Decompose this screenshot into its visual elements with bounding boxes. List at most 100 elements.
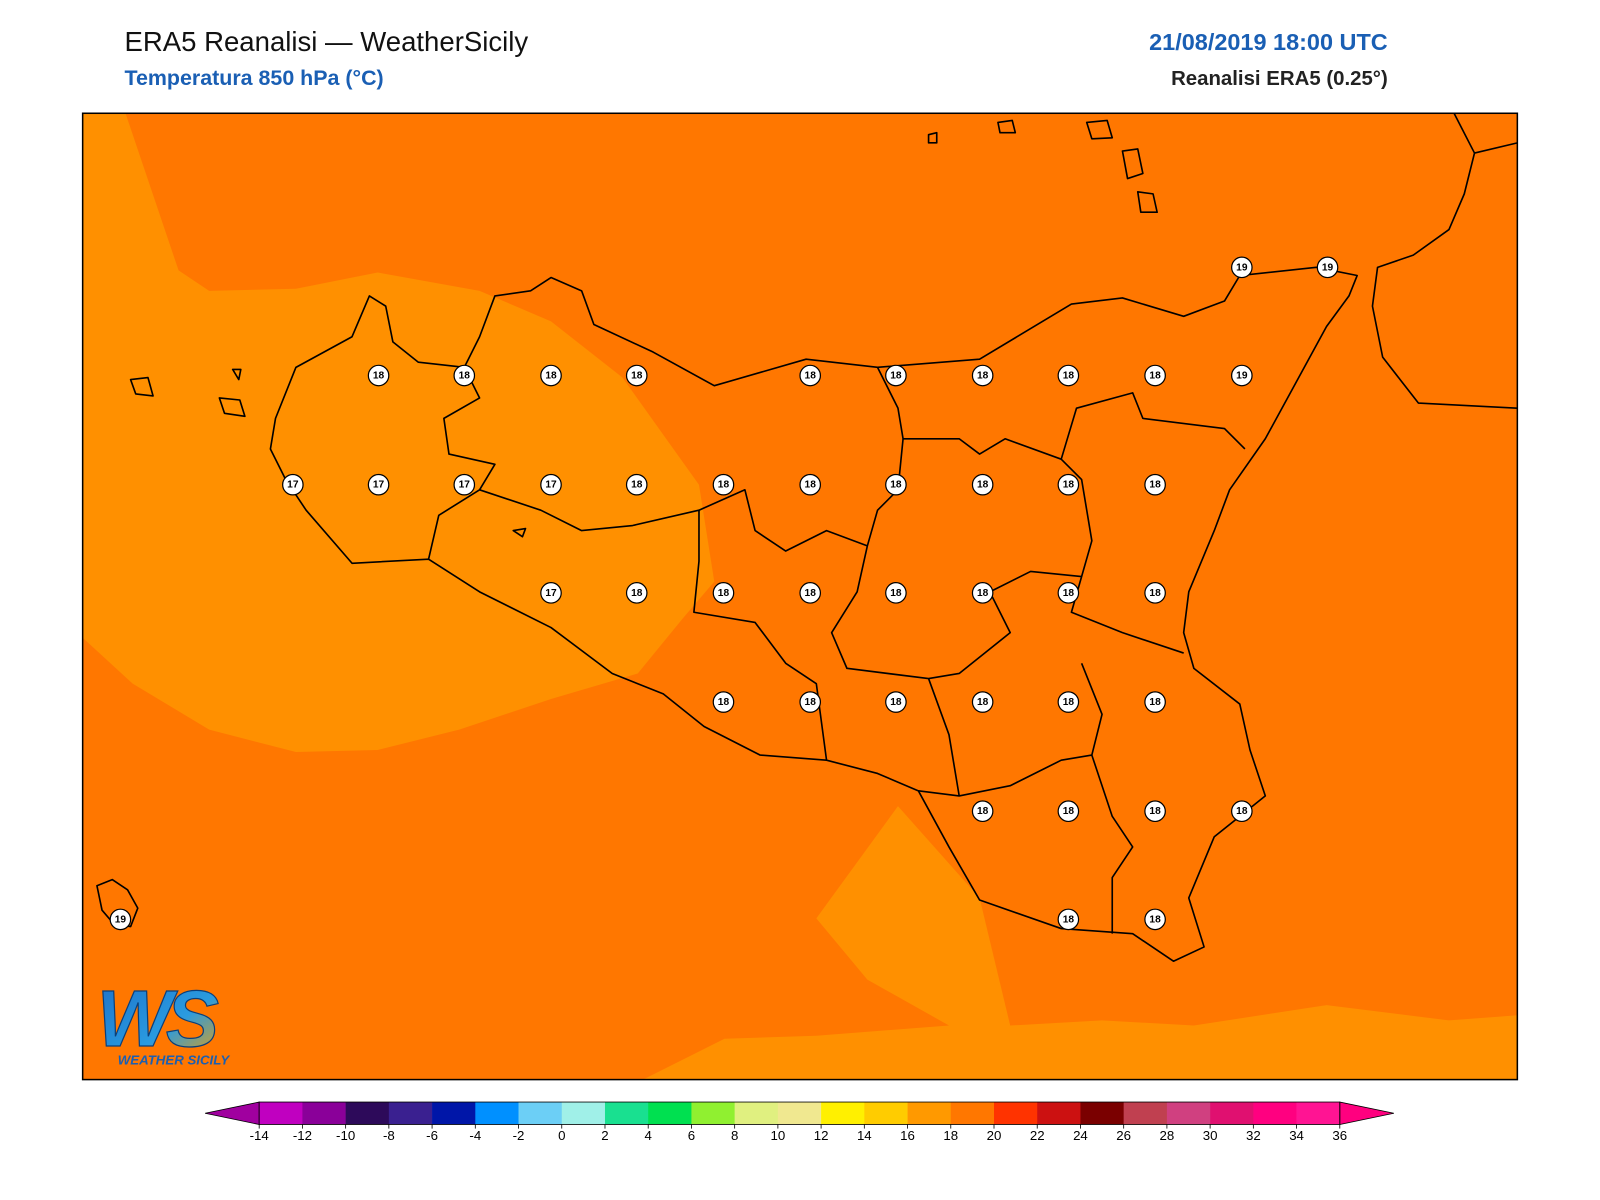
colorbar-tick-label: 8 xyxy=(731,1128,738,1143)
colorbar-tick-label: 2 xyxy=(601,1128,608,1143)
station-value: 18 xyxy=(718,697,730,708)
colorbar: -14 -12 -10 -8 -6 -4 -2 0 2 4 6 8 10 12 14 16 18 20 22 24 26… xyxy=(205,1101,1394,1143)
station-value: 19 xyxy=(1236,371,1248,382)
station-value: 17 xyxy=(545,588,557,599)
station-value: 18 xyxy=(805,697,817,708)
station-value: 18 xyxy=(805,371,817,382)
province-borders xyxy=(427,366,1246,934)
station-value: 18 xyxy=(1063,480,1075,491)
colorbar-box xyxy=(1210,1102,1254,1125)
station-value: 18 xyxy=(805,588,817,599)
colorbar-box xyxy=(821,1102,865,1125)
colorbar-under xyxy=(205,1101,260,1125)
station-marker xyxy=(1144,691,1166,713)
station-value: 18 xyxy=(1063,806,1075,817)
station-marker xyxy=(1144,364,1166,387)
station-value: 17 xyxy=(459,480,471,491)
station-marker xyxy=(1057,473,1080,496)
colorbar-outline xyxy=(258,1101,1341,1125)
station-value: 18 xyxy=(890,371,902,382)
station-value: 17 xyxy=(373,480,385,491)
colorbar-tick-label: 16 xyxy=(900,1128,915,1143)
station-marker xyxy=(1231,800,1253,823)
station-value: 18 xyxy=(545,371,557,382)
colorbar-box xyxy=(1037,1102,1081,1125)
station-marker xyxy=(1144,473,1166,496)
station-value: 18 xyxy=(977,480,989,491)
field-16-18 xyxy=(642,806,1518,1080)
station-value: 18 xyxy=(1236,806,1248,817)
station-marker xyxy=(1144,582,1166,604)
colorbar-box xyxy=(777,1102,822,1125)
station-value: 18 xyxy=(1149,480,1161,491)
colorbar-tick-label: -12 xyxy=(293,1128,312,1143)
colorbar-box xyxy=(950,1102,995,1125)
source: Reanalisi ERA5 (0.25°) xyxy=(1171,68,1388,90)
map-frame xyxy=(81,112,1519,1081)
colorbar-box xyxy=(864,1102,908,1125)
stations: 19 19 18 18 18 18 18 18 18 18 18 19 17 17 17 17 18 18 18 18… xyxy=(109,256,1339,931)
colorbar-tick-label: -6 xyxy=(426,1128,438,1143)
station-marker xyxy=(1144,800,1166,823)
colorbar-tick-label: 32 xyxy=(1246,1128,1261,1143)
station-marker xyxy=(1057,364,1080,387)
station-marker xyxy=(625,364,648,387)
station-marker xyxy=(971,691,994,713)
sicily-coast xyxy=(269,266,1358,963)
colorbar-box xyxy=(734,1102,779,1125)
station-marker xyxy=(1057,800,1080,823)
station-value: 18 xyxy=(718,588,730,599)
colorbar-box xyxy=(518,1102,563,1125)
colorbar-over xyxy=(1339,1101,1394,1125)
station-value: 18 xyxy=(1063,588,1075,599)
station-marker xyxy=(712,473,735,496)
colorbar-box xyxy=(1253,1102,1297,1125)
map-area: 19 19 18 18 18 18 18 18 18 18 18 19 17 17 17 17 18 18 18 18… xyxy=(82,113,1518,1080)
colorbar-box xyxy=(388,1102,433,1125)
colorbar-tick-label: -10 xyxy=(336,1128,355,1143)
station-value: 18 xyxy=(373,371,385,382)
colorbar-box xyxy=(432,1102,476,1125)
colorbar-box xyxy=(475,1102,519,1125)
colorbar-tick-label: 14 xyxy=(857,1128,872,1143)
station-value: 18 xyxy=(1063,697,1075,708)
station-marker xyxy=(799,364,822,387)
station-value: 18 xyxy=(890,480,902,491)
station-marker xyxy=(971,473,994,496)
station-value: 18 xyxy=(459,371,471,382)
logo-mark: WS xyxy=(97,974,219,1063)
station-marker xyxy=(453,364,476,387)
station-value: 17 xyxy=(545,480,557,491)
station-value: 18 xyxy=(977,588,989,599)
station-value: 18 xyxy=(1149,914,1161,925)
station-marker xyxy=(799,691,822,713)
colorbar-tick-label: 4 xyxy=(645,1128,652,1143)
colorbar-box xyxy=(345,1102,390,1125)
station-value: 18 xyxy=(1149,371,1161,382)
station-marker xyxy=(971,364,994,387)
colorbar-box xyxy=(561,1102,606,1125)
station-value: 18 xyxy=(1149,806,1161,817)
station-value: 17 xyxy=(287,480,299,491)
colorbar-tick-label: 36 xyxy=(1332,1128,1347,1143)
station-marker xyxy=(367,473,390,496)
colorbar-tick-label: 26 xyxy=(1116,1128,1131,1143)
station-marker xyxy=(367,364,390,387)
station-value: 18 xyxy=(1149,588,1161,599)
colorbar-tick-label: 20 xyxy=(987,1128,1002,1143)
colorbar-tick-label: 0 xyxy=(558,1128,565,1143)
station-value: 19 xyxy=(1236,262,1248,273)
station-marker xyxy=(1316,256,1339,279)
islands xyxy=(96,119,1158,928)
station-marker xyxy=(109,908,132,931)
title: ERA5 Reanalisi — WeatherSicily xyxy=(124,26,528,57)
colorbar-tick-label: -2 xyxy=(513,1128,525,1143)
colorbar-tick-label: 24 xyxy=(1073,1128,1088,1143)
station-value: 18 xyxy=(1149,697,1161,708)
station-marker xyxy=(540,473,562,496)
station-marker xyxy=(1057,691,1080,713)
station-marker xyxy=(885,582,907,604)
station-marker xyxy=(971,800,994,823)
colorbar-box xyxy=(1080,1102,1124,1125)
